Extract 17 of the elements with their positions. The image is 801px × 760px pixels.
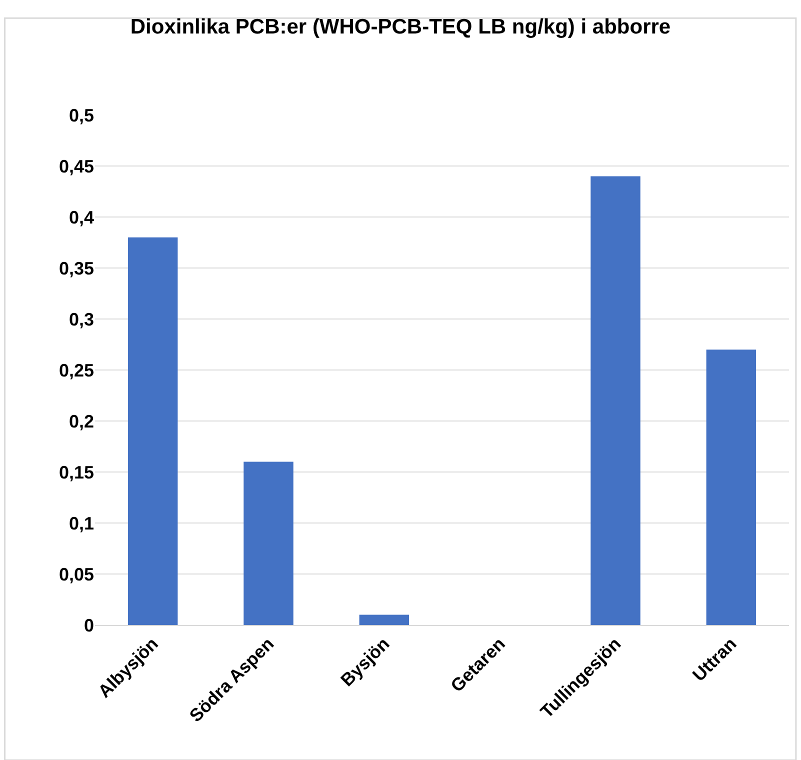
- bar: [359, 614, 410, 625]
- y-tick-label: 0,35: [58, 258, 94, 278]
- bar: [244, 462, 294, 625]
- y-tick-label: 0,4: [68, 207, 94, 228]
- y-tick-label: 0,15: [58, 462, 94, 482]
- bar: [590, 176, 640, 625]
- bar: [128, 237, 178, 625]
- y-tick-label: 0,1: [68, 513, 94, 534]
- y-tick-label: 0,45: [58, 156, 94, 176]
- y-tick-label: 0,2: [68, 411, 94, 432]
- bar: [706, 350, 756, 625]
- y-tick-label: 0,3: [68, 309, 94, 330]
- y-tick-label: 0,05: [58, 564, 94, 584]
- y-tick-label: 0: [84, 615, 94, 636]
- y-tick-label: 0,5: [68, 105, 94, 126]
- y-tick-label: 0,25: [58, 360, 94, 380]
- chart-title: Dioxinlika PCB:er (WHO-PCB-TEQ LB ng/kg) i abborre: [130, 16, 671, 39]
